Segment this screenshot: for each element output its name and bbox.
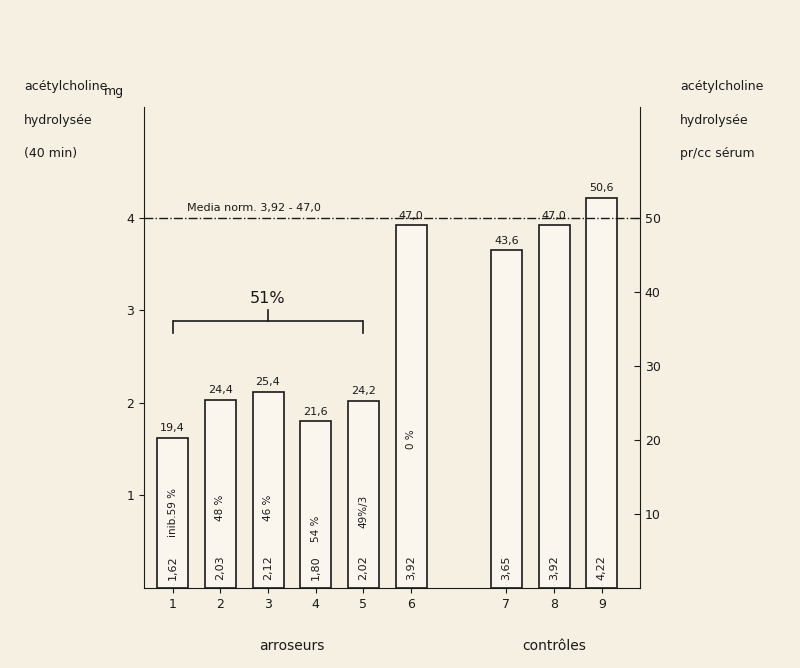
Text: 48 %: 48 % — [215, 495, 226, 521]
Text: 25,4: 25,4 — [256, 377, 280, 387]
Text: pr/cc sérum: pr/cc sérum — [680, 147, 754, 160]
Bar — [395, 225, 426, 588]
Text: hydrolysée: hydrolysée — [24, 114, 93, 126]
Text: 24,4: 24,4 — [208, 385, 233, 395]
Text: 43,6: 43,6 — [494, 236, 518, 246]
Text: mg: mg — [104, 86, 124, 98]
Text: 3,92: 3,92 — [406, 556, 416, 580]
Bar — [300, 422, 331, 588]
Text: 47,0: 47,0 — [542, 210, 566, 220]
Text: hydrolysée: hydrolysée — [680, 114, 749, 126]
Bar — [253, 391, 283, 588]
Text: 51%: 51% — [250, 291, 286, 306]
Text: 46 %: 46 % — [263, 495, 273, 521]
Text: (40 min): (40 min) — [24, 147, 77, 160]
Bar — [538, 225, 570, 588]
Text: 47,0: 47,0 — [398, 210, 423, 220]
Text: 4,22: 4,22 — [597, 556, 607, 580]
Text: inib.59 %: inib.59 % — [168, 488, 178, 537]
Text: 1,80: 1,80 — [310, 556, 321, 580]
Text: contrôles: contrôles — [522, 639, 586, 653]
Text: 0 %: 0 % — [406, 430, 416, 449]
Bar — [348, 401, 379, 588]
Bar — [157, 438, 188, 588]
Text: 50,6: 50,6 — [590, 183, 614, 193]
Text: 3,92: 3,92 — [549, 556, 559, 580]
Text: 2,12: 2,12 — [263, 556, 273, 580]
Text: acétylcholine: acétylcholine — [24, 80, 107, 93]
Text: 49%/3: 49%/3 — [358, 494, 368, 528]
Text: Media norm. 3,92 - 47,0: Media norm. 3,92 - 47,0 — [187, 203, 321, 213]
Text: 21,6: 21,6 — [303, 407, 328, 417]
Text: acétylcholine: acétylcholine — [680, 80, 763, 93]
Text: 3,65: 3,65 — [502, 556, 511, 580]
Text: arroseurs: arroseurs — [259, 639, 325, 653]
Bar — [586, 198, 618, 588]
Text: 19,4: 19,4 — [160, 424, 185, 434]
Text: 2,03: 2,03 — [215, 556, 226, 580]
Text: 1,62: 1,62 — [168, 556, 178, 580]
Bar — [205, 400, 236, 588]
Text: 54 %: 54 % — [310, 515, 321, 542]
Bar — [491, 250, 522, 588]
Text: 2,02: 2,02 — [358, 556, 368, 580]
Text: 24,2: 24,2 — [351, 386, 376, 396]
